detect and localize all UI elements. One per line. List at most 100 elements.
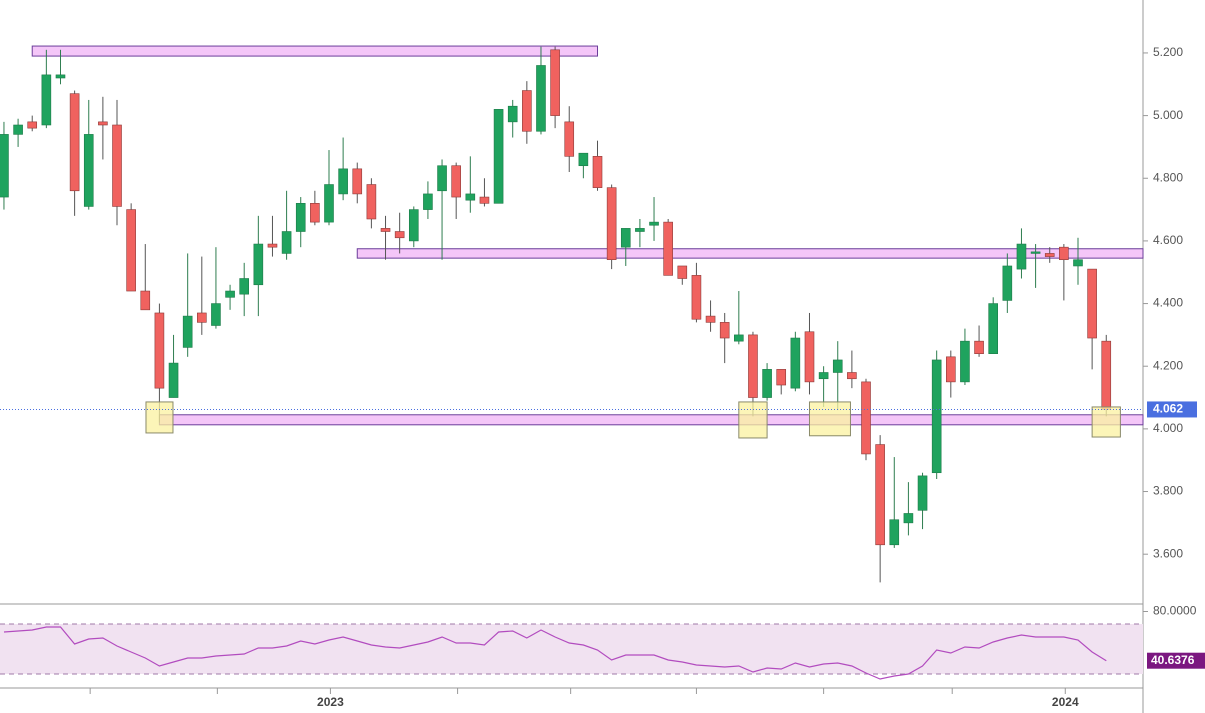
rsi-value-label: 40.6376 <box>1151 653 1195 667</box>
x-tick-label: 2024 <box>1052 695 1079 709</box>
candle-body <box>507 105 518 123</box>
candle-body <box>719 322 730 339</box>
candle-body <box>168 362 179 398</box>
candle-body <box>112 124 122 207</box>
candle-body <box>875 444 885 546</box>
candle-body <box>0 134 9 198</box>
candle-body <box>352 168 363 195</box>
last-price-label: 4.062 <box>1153 402 1183 416</box>
candle-body <box>550 49 560 116</box>
highlight-box <box>145 401 174 434</box>
candle-body <box>1016 243 1027 270</box>
candle-body <box>578 152 589 167</box>
y-tick-label: 5.000 <box>1153 108 1183 122</box>
candle-body <box>55 74 66 79</box>
candle-body <box>889 519 900 546</box>
candle-body <box>677 265 688 279</box>
rsi-line <box>3 626 1107 680</box>
candle-body <box>126 209 136 292</box>
candle-body <box>380 228 391 232</box>
candle-body <box>295 203 306 232</box>
candle-body <box>988 303 999 354</box>
candle-body <box>310 203 320 223</box>
candle-body <box>27 121 38 129</box>
candle-body <box>861 381 871 455</box>
candle-body <box>1101 340 1112 410</box>
candle-body <box>13 124 23 135</box>
candle-body <box>691 275 702 320</box>
candle-body <box>592 156 603 188</box>
candle-body <box>366 184 377 220</box>
candle-body <box>606 187 617 261</box>
y-tick-label: 4.800 <box>1153 170 1183 184</box>
candle-body <box>564 121 575 157</box>
candle-body <box>1087 268 1097 339</box>
highlight-box <box>1091 406 1121 438</box>
y-tick-label: 80.0000 <box>1153 604 1197 618</box>
candle-body <box>762 369 772 398</box>
highlight-box <box>738 401 768 439</box>
candle-body <box>493 109 504 204</box>
candle-body <box>1002 265 1013 301</box>
candle-body <box>946 356 956 383</box>
candle-body <box>338 168 348 195</box>
candle-body <box>663 221 673 276</box>
candle-body <box>451 165 461 198</box>
rsi-band <box>0 624 1143 674</box>
candle-body <box>211 303 221 326</box>
candle-body <box>847 372 857 380</box>
candle-body <box>423 193 433 210</box>
candle-body <box>479 196 490 204</box>
candle-body <box>635 228 645 232</box>
y-tick-label: 4.200 <box>1153 358 1183 372</box>
candle-body <box>324 184 334 223</box>
candle-body <box>748 334 758 398</box>
y-tick-label: 4.000 <box>1153 421 1183 435</box>
candle-body <box>1059 246 1069 261</box>
zone <box>31 45 599 57</box>
candle-body <box>804 331 815 383</box>
candle-body <box>408 209 419 242</box>
candle-body <box>832 359 843 373</box>
candle-body <box>239 278 250 295</box>
candle-body <box>522 90 532 132</box>
candle-body <box>69 93 80 192</box>
candle-body <box>1044 253 1055 257</box>
highlight-box <box>808 401 851 437</box>
candle-body <box>790 337 801 389</box>
x-tick-label: 2023 <box>317 695 344 709</box>
candle-body <box>917 475 928 511</box>
candle-body <box>903 513 914 524</box>
candle-body <box>182 315 193 348</box>
candle-body <box>281 231 292 254</box>
candle-body <box>253 243 264 286</box>
candle-body <box>41 74 52 126</box>
candle-body <box>197 312 207 323</box>
y-tick-label: 4.400 <box>1153 296 1183 310</box>
candle-body <box>705 315 716 323</box>
candle-body <box>465 193 476 201</box>
last-price-box <box>1147 401 1197 418</box>
zone <box>356 248 1144 259</box>
candle-body <box>154 312 165 389</box>
candle-body <box>734 334 744 342</box>
y-tick-label: 5.200 <box>1153 45 1183 59</box>
candle-body <box>83 134 94 207</box>
candle-body <box>536 65 546 132</box>
candle-body <box>818 372 829 380</box>
candle-body <box>620 228 631 248</box>
candle-body <box>98 121 108 126</box>
candle-body <box>437 165 447 192</box>
candle-body <box>1073 259 1083 267</box>
candle-body <box>960 340 970 383</box>
y-tick-label: 3.600 <box>1153 546 1183 560</box>
rsi-value-box <box>1147 652 1205 669</box>
candle-body <box>931 359 942 474</box>
y-tick-label: 3.800 <box>1153 484 1183 498</box>
candle-body <box>776 369 787 386</box>
candle-body <box>140 290 151 311</box>
y-tick-label: 4.600 <box>1153 233 1183 247</box>
